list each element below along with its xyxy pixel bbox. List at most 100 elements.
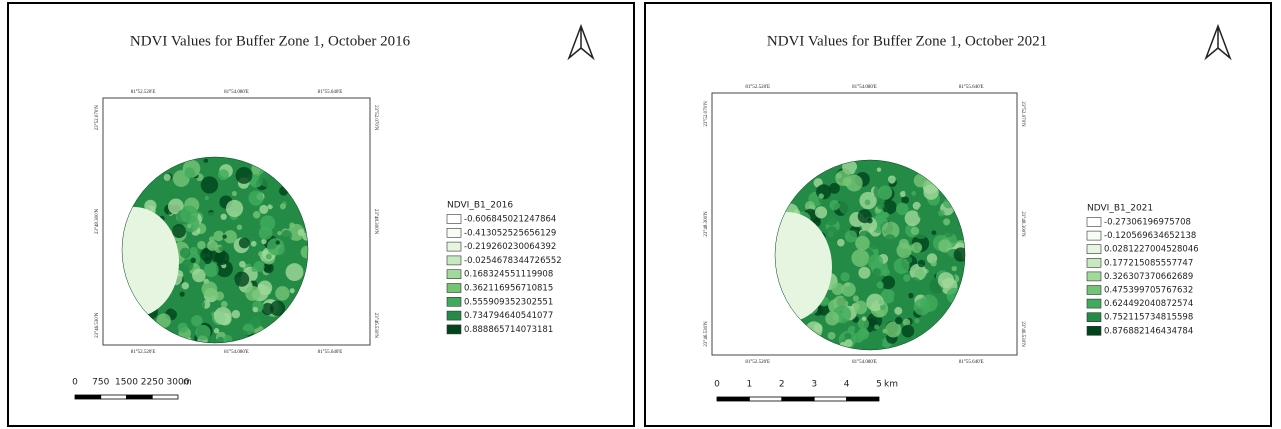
raster-patch bbox=[888, 175, 896, 183]
scale-segment bbox=[152, 395, 178, 399]
legend-label: 0.362116956710815 bbox=[464, 284, 553, 294]
coord-label: 81°54.080'E bbox=[852, 85, 877, 90]
legend-swatch bbox=[447, 242, 461, 251]
raster-patch bbox=[280, 203, 286, 209]
scale-label: 2 bbox=[779, 380, 785, 390]
raster-patch bbox=[829, 200, 840, 211]
raster-patch bbox=[281, 230, 292, 241]
scale-label: 4 bbox=[844, 380, 850, 390]
map-title: NDVI Values for Buffer Zone 1, October 2… bbox=[767, 33, 1047, 49]
raster-patch bbox=[214, 307, 232, 325]
legend-label: 0.734794640541077 bbox=[464, 311, 553, 321]
coord-label: 81°52.520'E bbox=[131, 90, 156, 95]
raster-patch bbox=[237, 224, 243, 230]
legend-swatch bbox=[1087, 231, 1101, 240]
raster-patch bbox=[800, 196, 807, 203]
raster-patch bbox=[870, 330, 877, 337]
raster-patch bbox=[844, 333, 851, 340]
raster-patch bbox=[213, 231, 224, 242]
raster-patch bbox=[239, 238, 250, 249]
raster-patch bbox=[290, 288, 295, 293]
coord-label: 81°52.520'E bbox=[745, 360, 770, 365]
raster-patch bbox=[842, 177, 851, 186]
scale-segment bbox=[782, 397, 814, 401]
scale-label: 2250 bbox=[141, 378, 164, 388]
raster-patch bbox=[275, 286, 289, 300]
raster-patch bbox=[204, 262, 219, 277]
raster-patch bbox=[862, 316, 867, 321]
legend-label: -0.0254678344726552 bbox=[464, 256, 562, 266]
raster-patch bbox=[918, 204, 934, 220]
raster-patch bbox=[195, 325, 210, 340]
coord-label: 23°52.070'N bbox=[95, 105, 100, 131]
raster-patch bbox=[205, 196, 209, 200]
raster-patch bbox=[214, 328, 219, 333]
raster-patch bbox=[259, 205, 268, 214]
raster-patch bbox=[858, 209, 872, 223]
legend-label: -0.413052525656129 bbox=[464, 228, 556, 238]
raster-patch bbox=[241, 219, 258, 236]
raster-patch bbox=[851, 249, 869, 267]
map-panel: NDVI Values for Buffer Zone 1, October 2… bbox=[8, 3, 634, 426]
raster-patch bbox=[914, 299, 931, 316]
raster-patch bbox=[865, 200, 871, 206]
north-arrow bbox=[569, 26, 593, 58]
raster-patch bbox=[181, 306, 186, 311]
scale-label: 750 bbox=[92, 378, 109, 388]
raster-patch bbox=[814, 323, 823, 332]
raster-patch bbox=[952, 266, 957, 271]
legend-swatch bbox=[1087, 218, 1101, 227]
coord-label: 23°46.530'N bbox=[704, 321, 709, 347]
raster-patch bbox=[839, 198, 856, 215]
raster-patch bbox=[859, 344, 864, 349]
raster-patch bbox=[914, 318, 919, 323]
raster-patch bbox=[818, 193, 823, 198]
raster-patch bbox=[911, 191, 916, 196]
legend-swatch bbox=[447, 297, 461, 306]
raster-patch bbox=[943, 218, 950, 225]
raster-patch bbox=[180, 206, 198, 224]
coord-label: 81°52.520'E bbox=[745, 85, 770, 90]
raster-patch bbox=[221, 301, 228, 308]
raster-patch bbox=[218, 169, 229, 180]
raster-patch bbox=[251, 266, 257, 272]
raster-patch bbox=[259, 226, 273, 240]
raster-patch bbox=[878, 185, 892, 199]
raster-patch bbox=[837, 239, 845, 247]
coord-label: 81°55.640'E bbox=[959, 85, 984, 90]
raster-patch bbox=[277, 231, 281, 235]
raster-patch bbox=[860, 328, 868, 336]
coord-label: 81°55.640'E bbox=[318, 350, 343, 355]
legend-label: 0.177215085557747 bbox=[1104, 258, 1193, 268]
raster-patch bbox=[938, 210, 945, 217]
map-panel: NDVI Values for Buffer Zone 1, October 2… bbox=[645, 3, 1271, 426]
map-title: NDVI Values for Buffer Zone 1, October 2… bbox=[130, 33, 411, 49]
coord-label: 23°52.070'N bbox=[704, 101, 709, 127]
raster-patch bbox=[938, 272, 954, 288]
raster-patch bbox=[873, 268, 881, 276]
legend-swatch bbox=[1087, 245, 1101, 254]
raster-patch bbox=[815, 206, 827, 218]
raster-patch bbox=[868, 238, 880, 250]
scale-segment bbox=[814, 397, 846, 401]
coord-label: 23°48.300'N bbox=[704, 211, 709, 237]
raster-patch bbox=[222, 234, 226, 238]
legend-swatch bbox=[447, 311, 461, 320]
raster-patch bbox=[877, 281, 884, 288]
coord-label: 81°52.520'E bbox=[131, 350, 156, 355]
raster-patch bbox=[253, 307, 258, 312]
raster-patch bbox=[233, 295, 237, 299]
raster-patch bbox=[232, 310, 240, 318]
coord-label: 81°55.640'E bbox=[318, 90, 343, 95]
scale-label: 0 bbox=[714, 380, 720, 390]
raster-patch bbox=[868, 254, 883, 269]
raster-patch bbox=[836, 173, 842, 179]
legend-title: NDVI_B1_2016 bbox=[447, 201, 513, 211]
raster-patch bbox=[884, 234, 896, 246]
raster-patch bbox=[266, 254, 272, 260]
raster-patch bbox=[248, 185, 252, 189]
raster-patch bbox=[828, 332, 836, 340]
raster-patch bbox=[286, 263, 304, 281]
legend-label: -0.606845021247864 bbox=[464, 215, 556, 225]
raster-patch bbox=[895, 317, 903, 325]
